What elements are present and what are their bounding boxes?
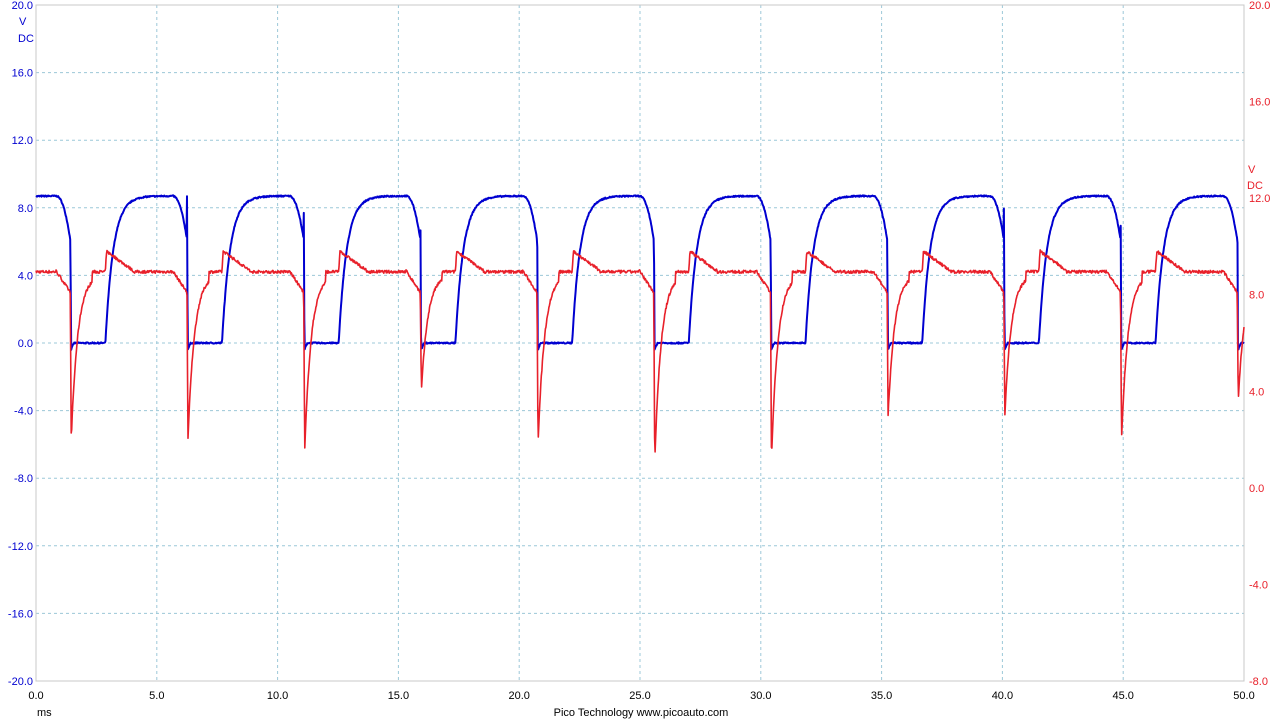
right-axis-tick-label: 0.0 — [1249, 483, 1264, 495]
right-axis-tick-label: -8.0 — [1249, 676, 1268, 688]
left-axis-tick-label: -4.0 — [14, 406, 33, 418]
left-axis-tick-label: 20.0 — [12, 0, 33, 12]
x-axis-unit-label: ms — [37, 707, 52, 719]
left-axis-tick-label: 16.0 — [12, 68, 33, 80]
x-axis-tick-label: 5.0 — [149, 690, 164, 702]
left-axis-tick-label: -8.0 — [14, 473, 33, 485]
x-axis-tick-label: 50.0 — [1233, 690, 1254, 702]
right-axis-tick-label: 12.0 — [1249, 193, 1270, 205]
right-axis-ticks: 20.0 16.0 12.0 8.0 4.0 0.0 -4.0 -8.0 — [1249, 0, 1270, 688]
left-axis-tick-label: 4.0 — [18, 270, 33, 282]
right-axis-tick-label: 16.0 — [1249, 97, 1270, 109]
x-axis-tick-label: 10.0 — [267, 690, 288, 702]
left-axis-ticks: 20.0 16.0 12.0 8.0 4.0 0.0 -4.0 -8.0 -12.0 -16.0 -… — [8, 0, 33, 688]
right-axis-tick-label: 4.0 — [1249, 386, 1264, 398]
x-axis-tick-label: 0.0 — [28, 690, 43, 702]
x-axis-tick-label: 35.0 — [871, 690, 892, 702]
right-axis-tick-label: 20.0 — [1249, 0, 1270, 12]
x-axis-tick-label: 30.0 — [750, 690, 771, 702]
channel-b-trace — [35, 249, 1245, 453]
right-axis-coupling-label: DC — [1247, 180, 1263, 192]
left-axis-coupling-label: DC — [18, 33, 34, 45]
x-axis-ticks: 0.0 5.0 10.0 15.0 20.0 25.0 30.0 35.0 40.0 45.0 50… — [28, 690, 1254, 702]
x-axis-tick-label: 15.0 — [388, 690, 409, 702]
channel-a-trace — [35, 194, 1245, 351]
left-axis-tick-label: -20.0 — [8, 676, 33, 688]
left-axis-tick-label: -16.0 — [8, 608, 33, 620]
left-axis-tick-label: 12.0 — [12, 135, 33, 147]
right-axis-tick-label: 8.0 — [1249, 290, 1264, 302]
left-axis-tick-label: -12.0 — [8, 541, 33, 553]
right-axis-tick-label: -4.0 — [1249, 579, 1268, 591]
left-axis-tick-label: 8.0 — [18, 203, 33, 215]
x-axis-tick-label: 25.0 — [629, 690, 650, 702]
left-axis-tick-label: 0.0 — [18, 338, 33, 350]
x-axis-tick-label: 40.0 — [992, 690, 1013, 702]
x-axis-tick-label: 45.0 — [1112, 690, 1133, 702]
footer-credit: Pico Technology www.picoauto.com — [554, 707, 729, 719]
right-axis-unit-label: V — [1248, 164, 1256, 176]
x-axis-tick-label: 20.0 — [508, 690, 529, 702]
left-axis-unit-label: V — [19, 16, 27, 28]
